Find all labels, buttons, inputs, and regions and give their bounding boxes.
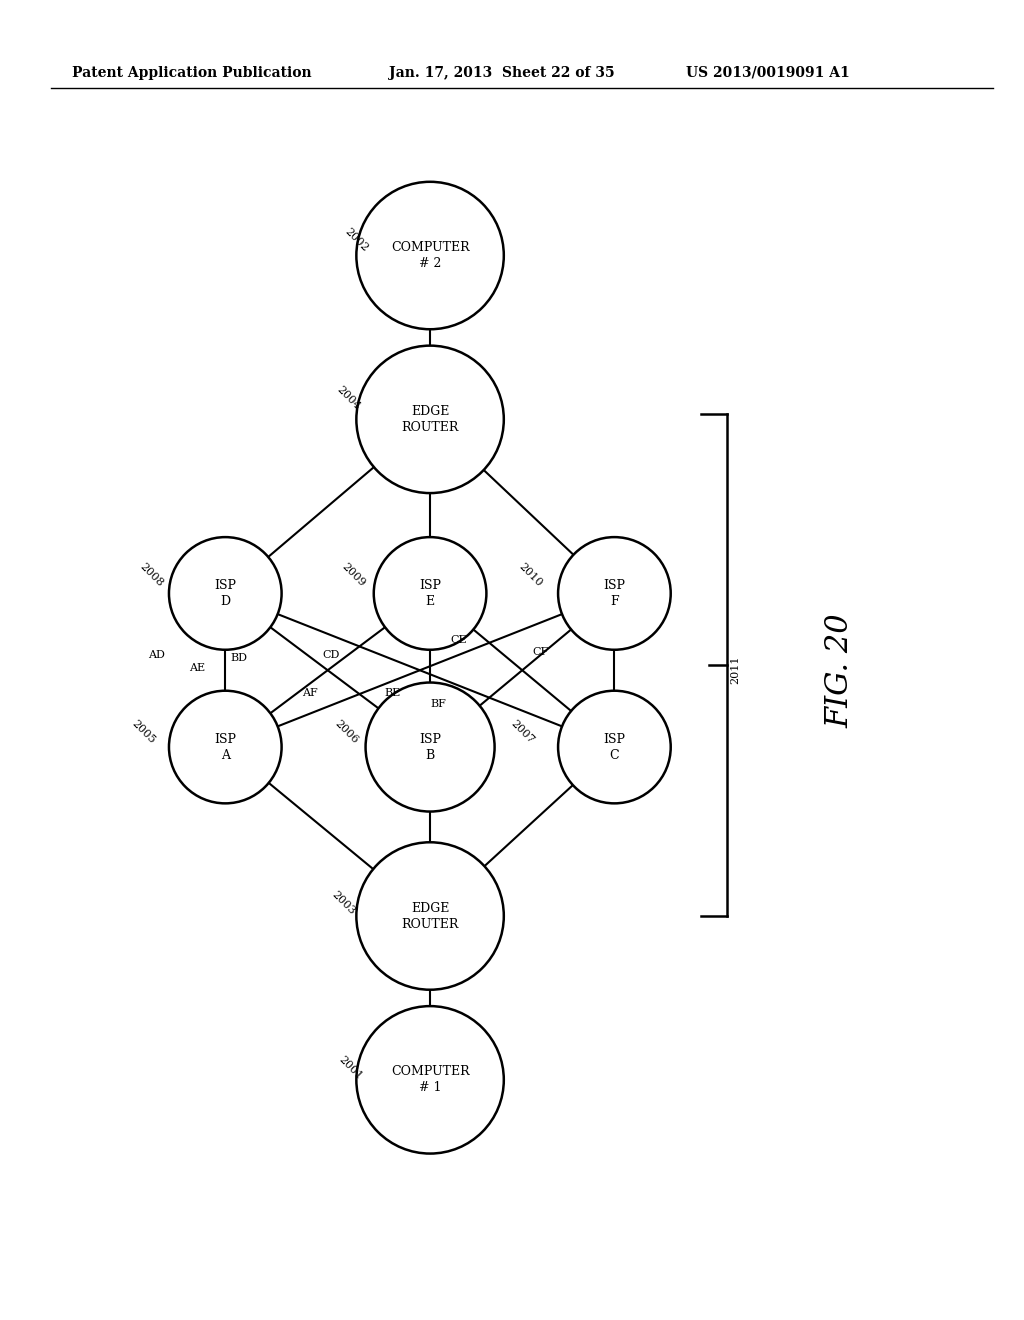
Text: CF: CF <box>532 647 549 657</box>
Circle shape <box>356 1006 504 1154</box>
Text: ISP
F: ISP F <box>603 579 626 609</box>
Text: Patent Application Publication: Patent Application Publication <box>72 66 311 79</box>
Text: 2011: 2011 <box>730 656 740 685</box>
Text: ISP
A: ISP A <box>214 733 237 762</box>
Text: FIG. 20: FIG. 20 <box>824 612 855 727</box>
Text: COMPUTER
# 2: COMPUTER # 2 <box>391 242 469 271</box>
Text: EDGE
ROUTER: EDGE ROUTER <box>401 405 459 434</box>
Circle shape <box>558 690 671 804</box>
Text: CE: CE <box>451 635 467 644</box>
Text: CD: CD <box>323 649 340 660</box>
Text: Jan. 17, 2013  Sheet 22 of 35: Jan. 17, 2013 Sheet 22 of 35 <box>389 66 614 79</box>
Circle shape <box>169 690 282 804</box>
Text: COMPUTER
# 1: COMPUTER # 1 <box>391 1065 469 1094</box>
Text: 2003: 2003 <box>330 890 356 916</box>
Text: ISP
E: ISP E <box>419 579 441 609</box>
Text: BF: BF <box>430 700 446 709</box>
Circle shape <box>356 842 504 990</box>
Text: 2002: 2002 <box>343 227 370 253</box>
Circle shape <box>356 346 504 494</box>
Text: ISP
B: ISP B <box>419 733 441 762</box>
Text: 2010: 2010 <box>517 561 544 589</box>
Text: 2006: 2006 <box>333 718 359 746</box>
Text: 2007: 2007 <box>509 718 536 746</box>
Text: EDGE
ROUTER: EDGE ROUTER <box>401 902 459 931</box>
Text: AF: AF <box>302 688 317 698</box>
Text: 2001: 2001 <box>337 1053 364 1081</box>
Text: AE: AE <box>189 663 206 673</box>
Text: 2005: 2005 <box>130 718 157 746</box>
Text: ISP
D: ISP D <box>214 579 237 609</box>
Circle shape <box>356 182 504 329</box>
Circle shape <box>169 537 282 649</box>
Text: BD: BD <box>230 653 248 663</box>
Text: 2004: 2004 <box>335 384 361 412</box>
Text: 2009: 2009 <box>340 561 367 589</box>
Circle shape <box>366 682 495 812</box>
Circle shape <box>558 537 671 649</box>
Text: US 2013/0019091 A1: US 2013/0019091 A1 <box>686 66 850 79</box>
Circle shape <box>374 537 486 649</box>
Text: BE: BE <box>384 688 400 698</box>
Text: ISP
C: ISP C <box>603 733 626 762</box>
Text: 2008: 2008 <box>138 561 165 589</box>
Text: AD: AD <box>148 649 165 660</box>
